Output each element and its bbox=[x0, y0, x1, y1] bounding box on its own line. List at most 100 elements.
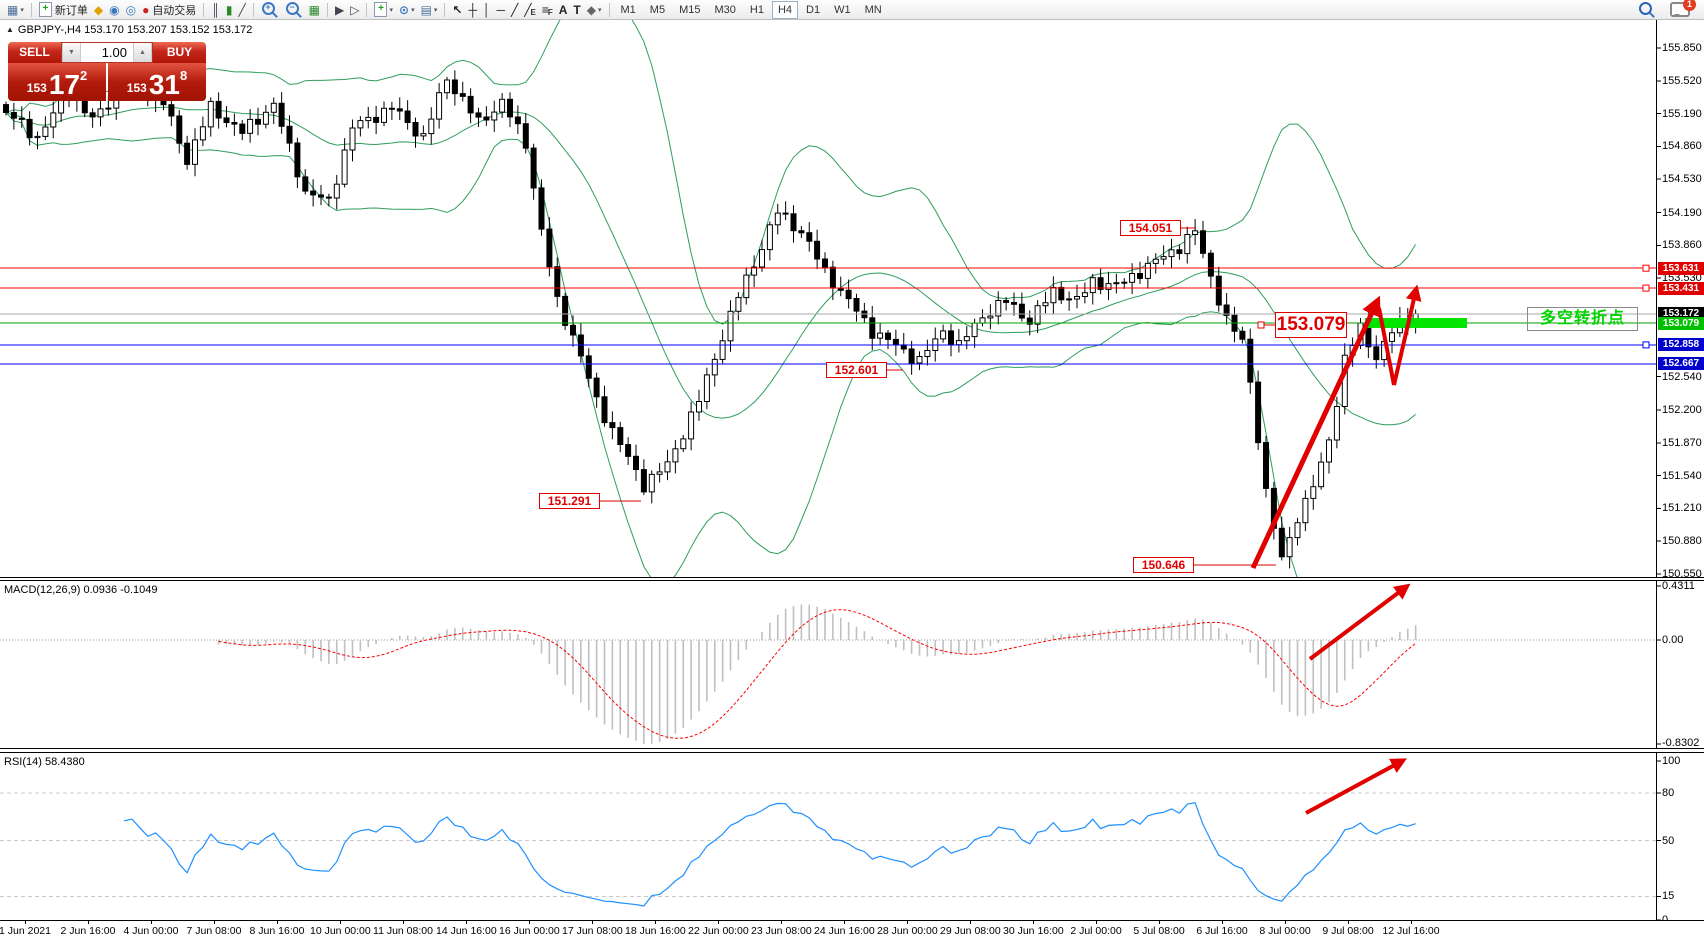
sell-button[interactable]: SELL bbox=[8, 42, 61, 63]
time-axis-label: 7 Jun 08:00 bbox=[186, 925, 242, 937]
macd-axis-tick: -0.8302 bbox=[1662, 737, 1700, 749]
timeframe-m1[interactable]: M1 bbox=[620, 3, 636, 16]
timeframe-m30[interactable]: M30 bbox=[714, 3, 736, 16]
templates-icon[interactable]: ▤ ▾ bbox=[420, 2, 438, 17]
shapes-icon[interactable]: ◆ ▾ bbox=[586, 2, 602, 17]
buy-price[interactable]: 153 31 8 bbox=[108, 63, 206, 101]
time-axis-tick bbox=[718, 921, 719, 924]
chat-icon[interactable]: 1 bbox=[1670, 0, 1696, 17]
price-axis-tick: 155.190 bbox=[1662, 107, 1702, 120]
one-click-trading-panel: SELL ▼ 1.00 ▲ BUY 153 17 2 153 31 8 bbox=[8, 42, 206, 101]
text-icon[interactable]: A bbox=[558, 2, 568, 17]
price-marker-tag: 152.858 bbox=[1658, 338, 1704, 352]
rsi-axis-tick: 0 bbox=[1662, 914, 1668, 926]
profiles-icon[interactable]: ⊙ ▾ bbox=[399, 2, 415, 17]
rsi-indicator-panel[interactable]: RSI(14) 58.4380 100 80 50 15 0 bbox=[0, 752, 1704, 926]
new-order-button[interactable]: + 新订单 bbox=[36, 1, 91, 19]
time-axis-tick bbox=[907, 921, 908, 924]
price-axis-tick: 151.870 bbox=[1662, 436, 1702, 449]
channel-icon[interactable]: ╱ E bbox=[524, 2, 536, 18]
collapse-arrow-icon[interactable]: ▲ bbox=[6, 25, 14, 34]
time-axis-label: 12 Jul 16:00 bbox=[1382, 925, 1440, 937]
price-annotation[interactable]: 151.291 bbox=[539, 493, 600, 509]
time-axis-label: 5 Jul 08:00 bbox=[1133, 925, 1185, 937]
timeframe-h4[interactable]: H4 bbox=[771, 0, 799, 19]
new-chart-icon[interactable]: + ▾ bbox=[371, 1, 396, 19]
timeframe-w1[interactable]: W1 bbox=[834, 3, 851, 16]
line-chart-icon[interactable]: ╱ bbox=[238, 2, 246, 17]
rsi-axis-tick: 15 bbox=[1662, 890, 1675, 903]
time-axis-label: 9 Jul 08:00 bbox=[1322, 925, 1374, 937]
candles-chart-icon[interactable]: ▮ bbox=[225, 2, 233, 17]
time-axis-tick bbox=[1033, 921, 1034, 924]
time-axis-label: 16 Jun 00:00 bbox=[499, 925, 560, 937]
fibonacci-icon[interactable]: ≡ F bbox=[541, 2, 553, 18]
horizontal-line-icon[interactable]: ─ bbox=[496, 2, 506, 17]
price-annotation[interactable]: 154.051 bbox=[1120, 220, 1181, 236]
sell-price[interactable]: 153 17 2 bbox=[8, 63, 106, 101]
time-axis-tick bbox=[529, 921, 530, 924]
time-axis-label: 8 Jul 00:00 bbox=[1259, 925, 1311, 937]
chart-window-icon[interactable]: ▦ ▾ bbox=[7, 2, 24, 17]
autotrading-button[interactable]: ● 自动交易 bbox=[142, 2, 197, 17]
time-axis-label: 24 Jun 16:00 bbox=[814, 925, 875, 937]
crosshair-icon[interactable]: ┼ bbox=[468, 2, 478, 17]
rsi-axis-tick: 80 bbox=[1662, 786, 1675, 799]
rsi-label: RSI(14) 58.4380 bbox=[4, 756, 85, 768]
rsi-canvas[interactable] bbox=[0, 753, 1704, 920]
zoom-in-icon[interactable]: + bbox=[258, 1, 282, 19]
bars-chart-icon[interactable]: ║ bbox=[211, 2, 220, 17]
autoscroll-icon[interactable]: ▶ bbox=[335, 2, 345, 17]
macd-indicator-panel[interactable]: MACD(12,26,9) 0.0936 -0.1049 0.4311 0.00 -… bbox=[0, 580, 1704, 749]
time-axis-label: 8 Jun 16:00 bbox=[249, 925, 305, 937]
time-axis-tick bbox=[781, 921, 782, 924]
price-axis-tick: 155.850 bbox=[1662, 42, 1702, 54]
price-axis-tick: 151.210 bbox=[1662, 502, 1702, 515]
volume-down-button[interactable]: ▼ bbox=[62, 43, 81, 62]
trendline-icon[interactable]: ╱ bbox=[511, 2, 519, 17]
label-icon[interactable]: T bbox=[573, 2, 581, 17]
tile-windows-icon[interactable]: ▦ bbox=[308, 2, 321, 17]
price-marker-tag: 153.431 bbox=[1658, 281, 1704, 295]
time-axis-label: 2 Jun 16:00 bbox=[60, 925, 116, 937]
volume-input[interactable]: 1.00 bbox=[101, 45, 127, 60]
price-chart-canvas[interactable] bbox=[0, 20, 1704, 577]
time-axis-tick bbox=[25, 921, 26, 924]
rsi-axis-tick: 50 bbox=[1662, 834, 1675, 847]
macd-canvas[interactable] bbox=[0, 581, 1704, 748]
zoom-out-icon[interactable]: − bbox=[282, 1, 306, 19]
timeframe-m5[interactable]: M5 bbox=[649, 3, 666, 16]
price-marker-tag: 153.079 bbox=[1658, 316, 1704, 330]
turning-point-label[interactable]: 多空转折点 bbox=[1527, 307, 1638, 331]
time-axis-tick bbox=[88, 921, 89, 924]
time-axis-tick bbox=[151, 921, 152, 924]
time-axis-label: 14 Jun 16:00 bbox=[436, 925, 497, 937]
time-axis[interactable]: 1 Jun 2021 2 Jun 16:00 4 Jun 00:00 7 Jun 08… bbox=[0, 921, 1704, 940]
time-axis-tick bbox=[277, 921, 278, 924]
timeframe-mn[interactable]: MN bbox=[864, 3, 882, 16]
time-axis-label: 23 Jun 08:00 bbox=[751, 925, 812, 937]
macd-axis-tick: 0.00 bbox=[1662, 634, 1684, 646]
signals-icon[interactable]: ◎ bbox=[125, 2, 137, 17]
time-axis-tick bbox=[844, 921, 845, 924]
buy-button[interactable]: BUY bbox=[153, 42, 206, 63]
main-chart-panel[interactable]: ▲ GBPJPY-,H4 153.170 153.207 153.152 153.… bbox=[0, 20, 1704, 580]
time-axis-tick bbox=[1348, 921, 1349, 924]
time-axis-label: 1 Jun 2021 bbox=[0, 925, 51, 937]
chart-shift-icon[interactable]: ▷ bbox=[350, 2, 360, 17]
timeframe-d1[interactable]: D1 bbox=[806, 3, 821, 16]
price-marker-tag: 152.667 bbox=[1658, 357, 1704, 371]
cursor-icon[interactable]: ↖ bbox=[452, 2, 463, 17]
vertical-line-icon[interactable]: │ bbox=[483, 2, 491, 17]
search-icon[interactable] bbox=[1639, 2, 1652, 15]
price-annotation[interactable]: 153.079 bbox=[1275, 312, 1347, 338]
price-annotation[interactable]: 150.646 bbox=[1133, 557, 1194, 573]
alert-icon[interactable]: ◆ bbox=[93, 2, 104, 17]
price-annotation[interactable]: 152.601 bbox=[826, 362, 887, 378]
community-icon[interactable]: ◉ bbox=[109, 2, 120, 17]
timeframe-h1[interactable]: H1 bbox=[749, 3, 764, 16]
price-axis-tick: 150.550 bbox=[1662, 568, 1702, 580]
volume-up-button[interactable]: ▲ bbox=[133, 43, 152, 62]
price-axis-tick: 150.880 bbox=[1662, 535, 1702, 548]
timeframe-m15[interactable]: M15 bbox=[679, 3, 701, 16]
